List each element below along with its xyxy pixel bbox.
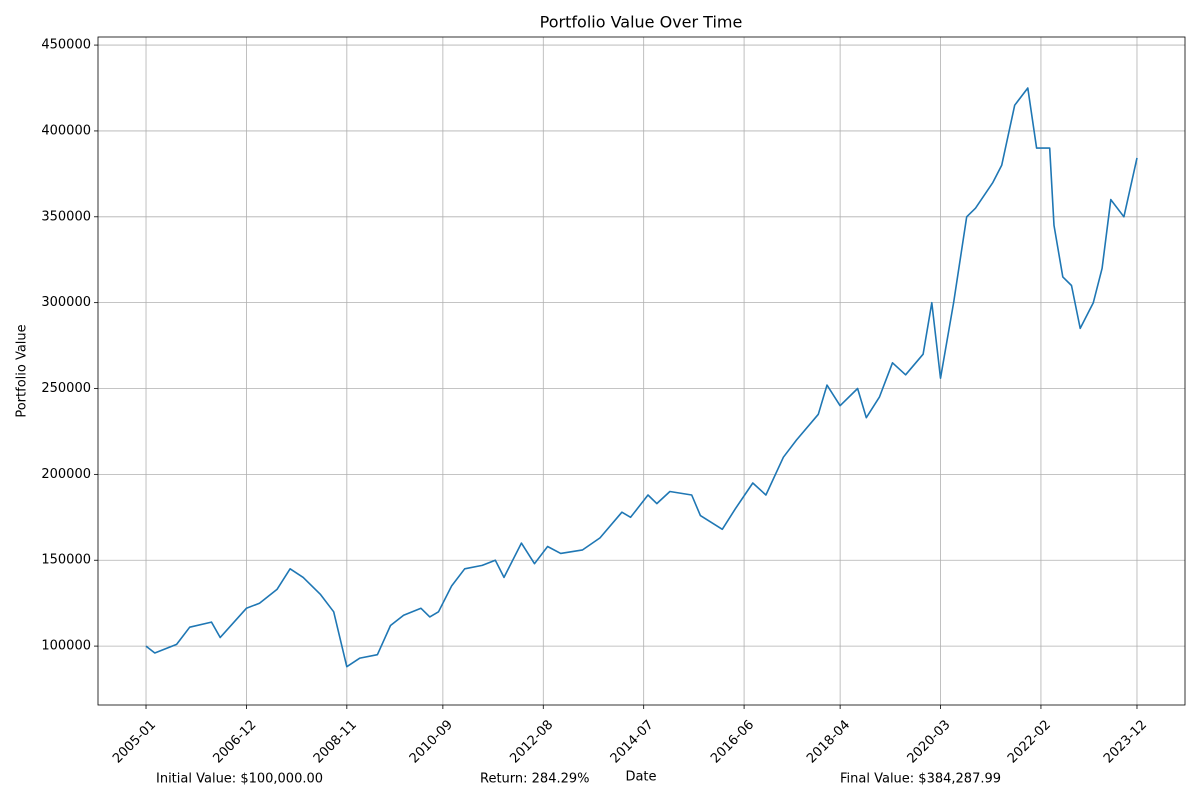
x-tick-label: 2020-03 <box>905 717 954 766</box>
x-tick-label: 2005-01 <box>110 717 159 766</box>
annotation: Return: 284.29% <box>480 772 590 787</box>
y-tick-label: 450000 <box>41 38 91 53</box>
y-tick-label: 100000 <box>41 639 91 654</box>
data-line <box>145 87 1138 668</box>
x-tick-label: 2016-06 <box>708 717 757 766</box>
x-axis-label: Date <box>625 770 656 785</box>
y-tick-label: 350000 <box>41 209 91 224</box>
x-tick-label: 2012-08 <box>507 717 556 766</box>
chart-title: Portfolio Value Over Time <box>540 13 743 32</box>
plot-frame <box>97 36 1186 706</box>
y-tick-label: 300000 <box>41 295 91 310</box>
x-tick-label: 2014-07 <box>608 717 657 766</box>
y-tick-label: 400000 <box>41 123 91 138</box>
y-tick-label: 200000 <box>41 467 91 482</box>
x-tick-label: 2010-09 <box>407 717 456 766</box>
x-tick-label: 2006-12 <box>210 717 259 766</box>
annotation: Initial Value: $100,000.00 <box>156 772 323 787</box>
y-axis-label: Portfolio Value <box>15 324 30 417</box>
x-tick-label: 2008-11 <box>311 717 360 766</box>
y-tick-label: 250000 <box>41 381 91 396</box>
x-tick-label: 2018-04 <box>804 717 853 766</box>
x-tick-label: 2023-12 <box>1101 717 1150 766</box>
y-tick-label: 150000 <box>41 553 91 568</box>
annotation: Final Value: $384,287.99 <box>840 772 1001 787</box>
x-tick-label: 2022-02 <box>1005 717 1054 766</box>
